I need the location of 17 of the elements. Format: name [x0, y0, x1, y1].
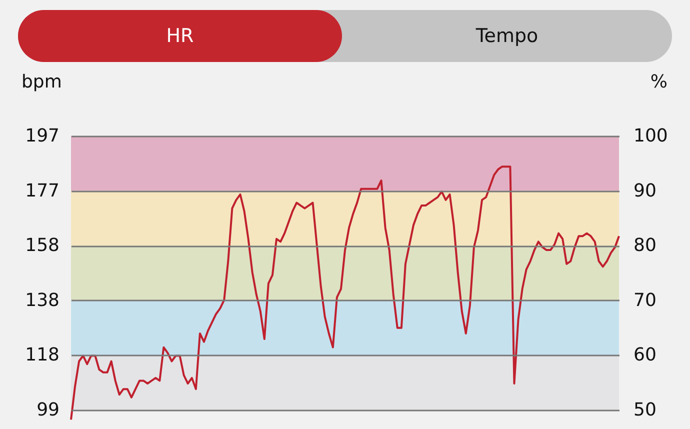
y2-tick-label: 100 [634, 126, 668, 146]
y2-axis-title: % [650, 72, 668, 92]
y2-tick-label: 50 [634, 399, 656, 420]
text: Tempo [474, 25, 538, 47]
y2-tick-label: 70 [634, 290, 656, 311]
line-series [70, 166, 620, 421]
y2-tick-label: 60 [634, 344, 656, 366]
y-tick-label: 118 [25, 344, 60, 366]
y-tick-label: 99 [36, 399, 60, 420]
y2-tick-label: 90 [634, 180, 656, 202]
y2-tick-label: 80 [634, 235, 656, 256]
y-tick-label: 158 [25, 235, 60, 256]
y-tick-label: 138 [25, 290, 60, 311]
y-tick-label: 177 [25, 180, 60, 202]
y-axis-title: bpm [22, 72, 62, 92]
text: HR [166, 25, 194, 47]
y-tick-label: 197 [25, 126, 60, 146]
